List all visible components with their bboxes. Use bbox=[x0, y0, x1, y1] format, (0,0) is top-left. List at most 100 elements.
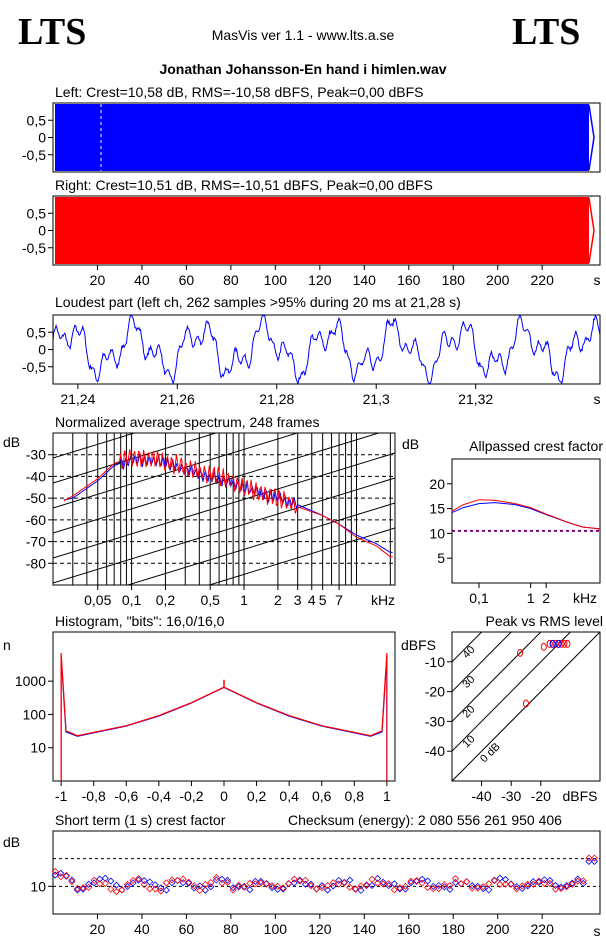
crest-point bbox=[85, 883, 93, 891]
allpass-frame bbox=[451, 458, 601, 584]
crest-point bbox=[190, 884, 198, 892]
spectrum-slope-line bbox=[53, 303, 395, 408]
crest-point bbox=[490, 877, 498, 885]
spectrum-ylabel: dB bbox=[3, 434, 20, 450]
crest-point bbox=[185, 878, 193, 886]
crest-point bbox=[463, 878, 471, 886]
loudest-xtick: 21,26 bbox=[160, 391, 195, 407]
crest-point bbox=[68, 878, 76, 886]
histogram-xtick: -0,2 bbox=[179, 788, 203, 804]
crest-point bbox=[196, 882, 204, 890]
left_waveform-ytick: -0,5 bbox=[22, 147, 46, 163]
right_waveform-ytick: -0,5 bbox=[22, 240, 46, 256]
crest-point bbox=[401, 885, 410, 893]
crest-point bbox=[368, 881, 376, 889]
crest-point bbox=[563, 881, 571, 890]
crest-point bbox=[223, 878, 232, 886]
right_waveform-xtick: 80 bbox=[223, 272, 239, 288]
peakrms-diagonal-label: 30 bbox=[460, 674, 477, 691]
spectrum-xtick: 1 bbox=[240, 592, 248, 608]
peakrms-title: Peak vs RMS level bbox=[486, 613, 603, 629]
peakrms-point bbox=[549, 639, 556, 648]
crest-point bbox=[312, 885, 321, 893]
crest-point bbox=[246, 879, 254, 887]
peakrms-point bbox=[517, 648, 524, 657]
logo-left: LTS bbox=[18, 11, 86, 53]
peakrms-frame bbox=[451, 631, 601, 782]
crest-point bbox=[590, 857, 599, 865]
crest-xtick: 40 bbox=[134, 921, 150, 937]
peakrms-point bbox=[546, 639, 553, 648]
spectrum-slope-line bbox=[207, 527, 395, 585]
crest-point bbox=[513, 885, 521, 893]
allpass-xtick: 2 bbox=[542, 590, 550, 606]
crest-point bbox=[424, 877, 432, 885]
right_waveform-xtick: 160 bbox=[397, 272, 421, 288]
left_waveform-signal bbox=[55, 104, 589, 171]
right_waveform-ytick: 0 bbox=[38, 223, 46, 239]
crest-point bbox=[485, 886, 493, 894]
crest-point bbox=[162, 886, 170, 894]
crest-point bbox=[324, 886, 332, 894]
crest-point bbox=[135, 874, 143, 883]
peakrms-point bbox=[540, 642, 547, 651]
peakrms-diagonals bbox=[452, 632, 600, 781]
histogram-xtick: 0,8 bbox=[345, 788, 365, 804]
peakrms-point bbox=[564, 639, 571, 648]
crest-point bbox=[162, 879, 170, 887]
crest-point bbox=[535, 878, 543, 886]
crest-point bbox=[151, 881, 159, 889]
spectrum-xtick: 0,1 bbox=[122, 592, 142, 608]
crest-point bbox=[207, 879, 215, 887]
loudest-xtick: 21,24 bbox=[60, 391, 95, 407]
crest-point bbox=[457, 880, 465, 888]
peakrms-ytick: -30 bbox=[425, 713, 445, 729]
crest-point bbox=[407, 879, 415, 887]
crest-point bbox=[412, 877, 421, 885]
crest-point bbox=[123, 882, 132, 890]
crest-point bbox=[168, 879, 176, 887]
crest-point bbox=[101, 874, 109, 882]
crest-point bbox=[440, 883, 448, 891]
crest-point bbox=[123, 880, 132, 888]
histogram-series-1 bbox=[60, 652, 388, 781]
crest-point bbox=[496, 874, 504, 882]
crest-point bbox=[524, 882, 532, 890]
crest-point bbox=[140, 880, 148, 889]
crest-point bbox=[223, 876, 232, 884]
crest-ytick: 10 bbox=[30, 878, 46, 894]
crest-point bbox=[229, 886, 237, 894]
loudest-ytick: 0,5 bbox=[27, 324, 47, 340]
peakrms-point bbox=[561, 639, 568, 648]
allpass-ylabel: dB bbox=[402, 436, 419, 452]
crest-point bbox=[62, 872, 70, 880]
crest-point bbox=[262, 880, 271, 888]
peakrms-point bbox=[552, 639, 559, 648]
histogram-xtick: 1 bbox=[383, 788, 391, 804]
peakrms-xtick: -40 bbox=[471, 788, 491, 804]
crest-point bbox=[401, 882, 410, 890]
peakrms-diagonal bbox=[452, 632, 571, 752]
peakrms-diagonal-label: 10 bbox=[460, 733, 477, 750]
crest-point bbox=[329, 879, 337, 887]
crest-point bbox=[107, 877, 115, 885]
allpass-xtick: 1 bbox=[527, 590, 535, 606]
crest-point bbox=[157, 887, 165, 895]
right_waveform-xtick: 180 bbox=[442, 272, 466, 288]
loudest-title: Loudest part (left ch, 262 samples >95% … bbox=[55, 294, 461, 310]
right_waveform-title: Right: Crest=10,51 dB, RMS=-10,51 dBFS, … bbox=[55, 177, 433, 193]
crest-point bbox=[112, 888, 120, 896]
crest-point bbox=[129, 879, 137, 887]
crest-point bbox=[546, 879, 554, 887]
crest-point bbox=[279, 884, 287, 892]
crest-point bbox=[212, 873, 220, 882]
spectrum-ytick: -60 bbox=[26, 512, 46, 528]
crest-point bbox=[274, 882, 282, 890]
left_waveform-ytick: 0,5 bbox=[27, 112, 47, 128]
crest-point bbox=[68, 876, 76, 884]
peakrms-ytick: -20 bbox=[425, 684, 445, 700]
crest-point bbox=[390, 886, 398, 894]
spectrum-slope-line bbox=[53, 433, 137, 459]
right_waveform-xtick: 60 bbox=[179, 272, 195, 288]
